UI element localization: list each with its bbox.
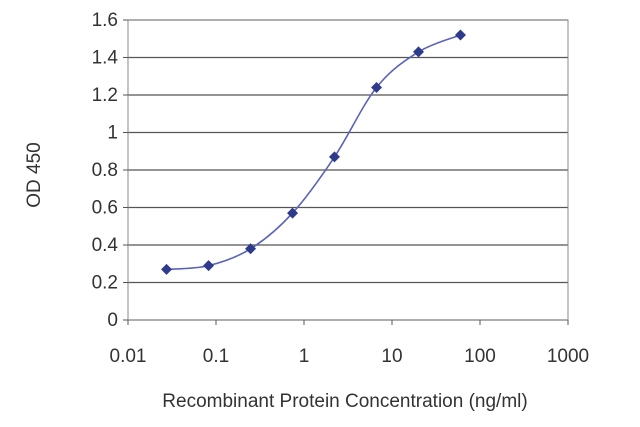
grid-lines: [128, 19, 568, 321]
y-tick-label-8: 1.6: [92, 10, 118, 31]
y-tick-label-0: 0: [107, 310, 118, 331]
series-line: [166, 34, 461, 271]
data-point-4: [328, 151, 340, 163]
x-tick-label-5: 1000: [547, 346, 589, 367]
data-point-5: [371, 82, 383, 93]
y-tick-label-7: 1.4: [92, 48, 119, 69]
x-axis-ticks: 0.01 0.1 1 10 100 1000: [110, 320, 589, 367]
data-point-2: [245, 243, 257, 255]
y-axis-label: OD 450: [24, 142, 45, 207]
x-tick-label-2: 1: [299, 346, 310, 367]
data-point-6: [412, 46, 424, 58]
x-tick-label-0: 0.01: [110, 346, 147, 367]
x-tick-label-4: 100: [464, 346, 496, 367]
y-tick-label-5: 1: [107, 123, 118, 144]
x-axis-label: Recombinant Protein Concentration (ng/ml…: [162, 391, 527, 412]
data-point-1: [203, 260, 215, 272]
y-axis-ticks: 0 0.2 0.4 0.6 0.8 1 1.2 1.4 1.6: [92, 10, 128, 331]
data-points: [161, 29, 466, 275]
data-point-0: [161, 263, 173, 275]
y-tick-label-6: 1.2: [92, 85, 118, 106]
y-tick-label-4: 0.8: [92, 160, 118, 181]
y-tick-label-3: 0.6: [92, 198, 118, 219]
y-tick-label-1: 0.2: [92, 273, 118, 294]
series-curve: [166, 34, 461, 271]
data-point-3: [287, 207, 299, 219]
y-tick-label-2: 0.4: [92, 235, 119, 256]
data-point-7: [454, 29, 466, 41]
x-tick-label-1: 0.1: [203, 346, 229, 367]
x-tick-label-3: 10: [381, 346, 402, 367]
